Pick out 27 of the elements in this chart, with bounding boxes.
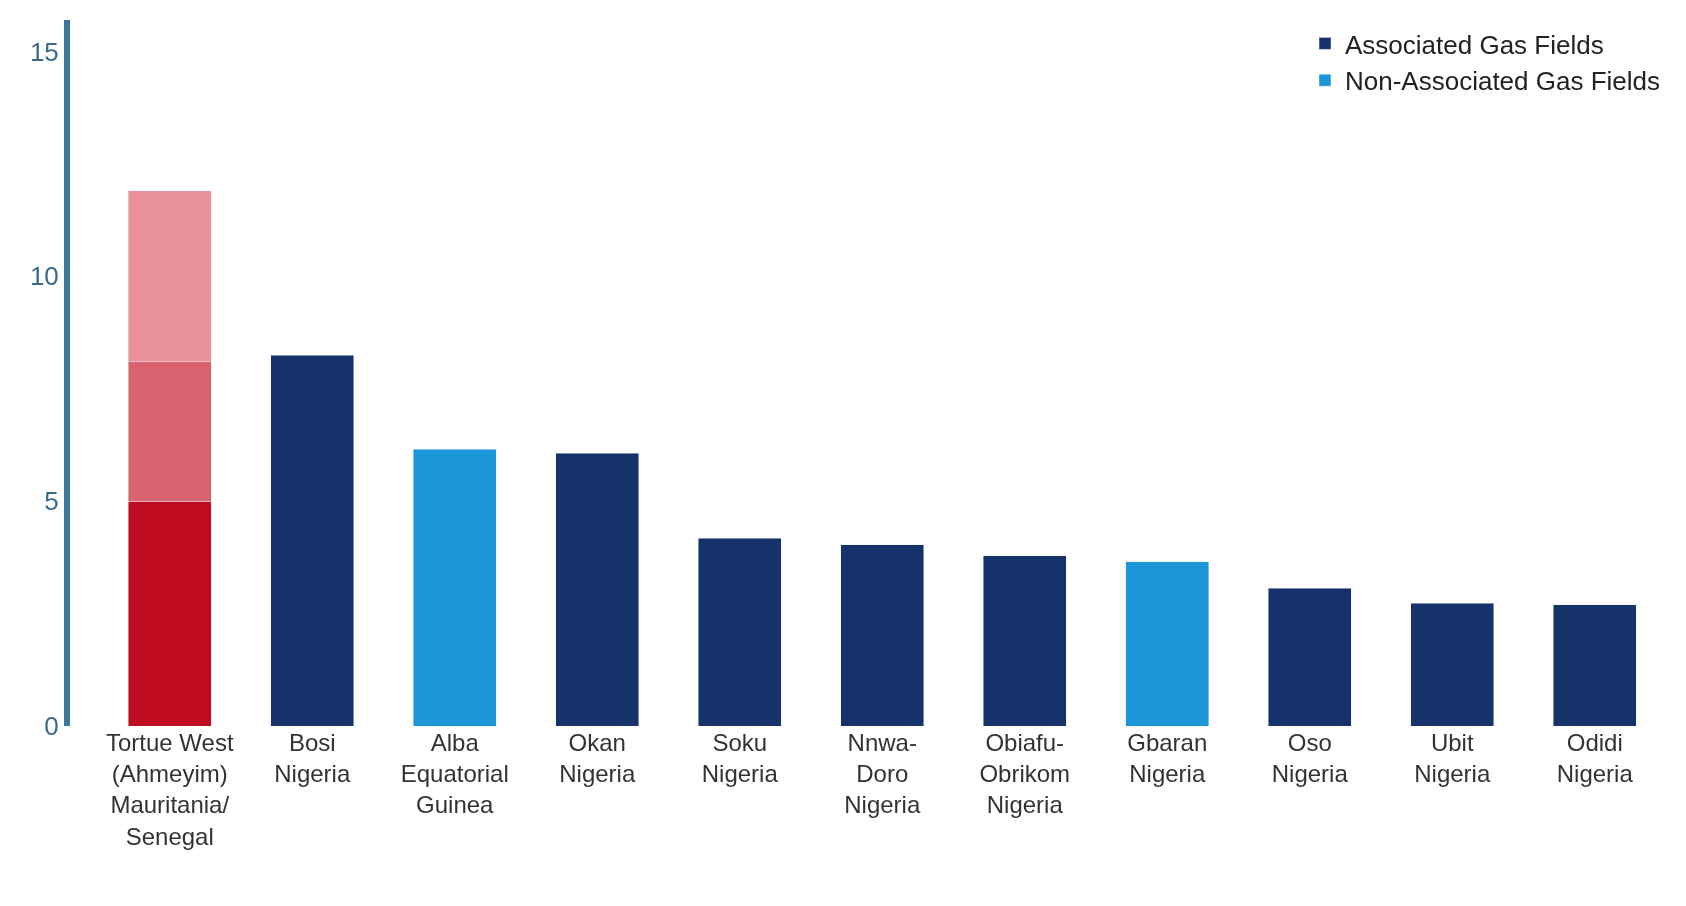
bar [1125, 561, 1209, 726]
x-tick-label: Bosi Nigeria [274, 729, 351, 788]
x-tick-label: Alba Equatorial Guinea [400, 729, 509, 819]
bar [1410, 602, 1494, 726]
bar [555, 452, 639, 726]
x-tick-label: Oso Nigeria [1271, 729, 1349, 788]
x-tick-label: Odidi Nigeria [1556, 729, 1634, 788]
y-tick-label: 15 [29, 36, 59, 67]
bar [698, 538, 782, 726]
x-tick-label: Okan Nigeria [559, 729, 636, 788]
bar [270, 354, 354, 726]
x-tick-label: Soku Nigeria [701, 729, 779, 788]
x-tick-label: Obiafu- Obrikom Nigeria [979, 729, 1071, 819]
y-tick-label: 5 [44, 486, 59, 517]
x-tick-label: Ubit Nigeria [1414, 729, 1491, 788]
bar [840, 544, 924, 726]
legend-label: Non-Associated Gas Fields [1345, 66, 1661, 97]
x-tick-label: Nnwa- Doro Nigeria [844, 729, 921, 819]
bar [1268, 588, 1352, 726]
bar [1553, 604, 1637, 726]
bar [413, 449, 497, 726]
y-tick-label: 10 [29, 261, 59, 292]
x-tick-label: Tortue West (Ahmeyim) Mauritania/ Senegal [105, 729, 234, 850]
legend-label: Associated Gas Fields [1345, 29, 1604, 60]
bar [983, 555, 1067, 726]
x-tick-label: Gbaran Nigeria [1127, 729, 1208, 788]
y-tick-label: 0 [44, 711, 59, 742]
